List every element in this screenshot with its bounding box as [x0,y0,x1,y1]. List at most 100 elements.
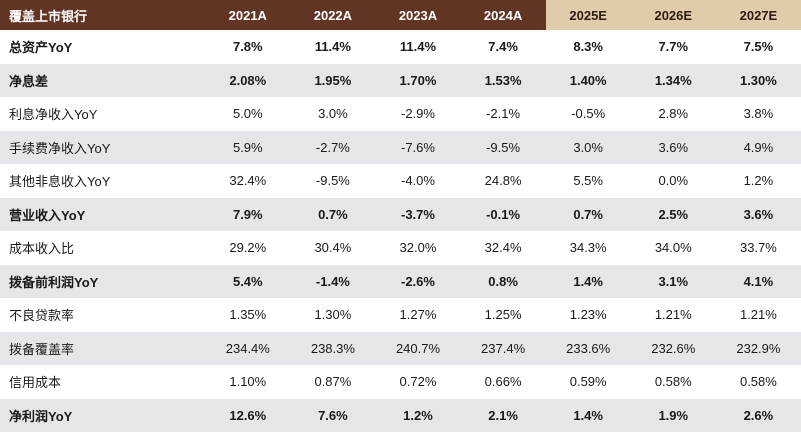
table-row: 成本收入比 29.2% 30.4% 32.0% 32.4% 34.3% 34.0% 33.7% [0,231,801,265]
cell-value: 1.34% [654,72,692,88]
row-label: 营业收入YoY [9,207,86,223]
cell-value: 1.10% [229,374,267,390]
table-row: 信用成本 1.10% 0.87% 0.72% 0.66% 0.59% 0.58% 0.58% [0,365,801,399]
cell-value: 11.4% [399,39,437,55]
cell-value: 4.9% [743,139,774,155]
cell-value: 34.3% [569,240,607,256]
column-header-2027E: 2027E [715,0,801,30]
row-label: 净利润YoY [9,408,73,424]
cell-value: 5.0% [232,106,263,122]
cell-value: 0.58% [654,374,692,390]
cell-value: 7.6% [318,407,348,423]
cell-value: -3.7% [401,206,435,222]
cell-value: 1.35% [229,307,267,323]
cell-value: 0.0% [658,173,689,189]
cell-value: 0.8% [488,273,518,289]
cell-value: 33.7% [739,240,777,256]
table-row: 手续费净收入YoY 5.9% -2.7% -7.6% -9.5% 3.0% 3.6% 4.9% [0,130,801,164]
cell-value: 0.66% [484,374,522,390]
table-row: 营业收入YoY 7.9% 0.7% -3.7% -0.1% 0.7% 2.5% 3.6% [0,197,801,231]
cell-value: 0.58% [739,374,777,390]
table-row: 总资产YoY 7.8% 11.4% 11.4% 7.4% 8.3% 7.7% 7.5% [0,30,801,64]
column-header-2025E: 2025E [545,0,631,30]
cell-value: 1.30% [739,72,777,88]
table-header-row: 覆盖上市银行 2021A 2022A 2023A 2024A 2025E 2026E 202… [0,0,801,30]
row-label: 信用成本 [9,375,62,391]
cell-value: -9.5% [315,173,350,189]
cell-value: 1.95% [314,72,352,88]
cell-value: 32.0% [399,240,437,256]
cell-value: 3.0% [573,139,603,155]
cell-value: 7.8% [232,39,263,55]
cell-value: -4.0% [401,173,435,189]
cell-value: 1.23% [569,307,607,323]
cell-value: 32.4% [484,240,522,256]
cell-value: 5.5% [573,173,603,189]
column-header-2024A: 2024A [460,0,546,30]
cell-value: 0.87% [314,374,352,390]
cell-value: 1.30% [314,307,352,323]
cell-value: 1.27% [399,307,437,323]
cell-value: -9.5% [486,139,521,155]
cell-value: 0.72% [399,374,437,390]
cell-value: 5.4% [232,273,263,289]
cell-value: -2.6% [401,273,435,289]
cell-value: -2.7% [315,139,350,155]
cell-value: 1.40% [569,72,607,88]
table-body: 总资产YoY 7.8% 11.4% 11.4% 7.4% 8.3% 7.7% 7.5% 净息差 2… [0,30,801,432]
cell-value: 4.1% [743,273,774,289]
cell-value: 1.53% [484,72,522,88]
cell-value: 2.5% [658,206,689,222]
cell-value: 3.6% [743,206,774,222]
column-header-2026E: 2026E [630,0,716,30]
cell-value: 7.9% [232,206,263,222]
cell-value: -0.1% [486,206,521,222]
cell-value: 234.4% [225,340,270,356]
row-label: 拨备覆盖率 [9,341,75,357]
cell-value: 232.9% [736,340,781,356]
table-row: 其他非息收入YoY 32.4% -9.5% -4.0% 24.8% 5.5% 0.0% 1.2… [0,164,801,198]
column-header-2023A: 2023A [375,0,461,30]
row-label: 拨备前利润YoY [9,274,99,290]
cell-value: 3.0% [318,106,348,122]
table-row: 利息净收入YoY 5.0% 3.0% -2.9% -2.1% -0.5% 2.8% 3.8% [0,97,801,131]
row-label: 其他非息收入YoY [9,174,111,190]
cell-value: -2.1% [486,106,521,122]
cell-value: 1.4% [573,273,603,289]
cell-value: 1.21% [654,307,692,323]
cell-value: -1.4% [315,273,350,289]
cell-value: 3.6% [658,139,689,155]
row-label: 利息净收入YoY [9,107,98,123]
cell-value: 1.2% [403,407,433,423]
cell-value: 3.1% [658,273,689,289]
column-header-2022A: 2022A [290,0,376,30]
cell-value: 240.7% [395,340,441,356]
cell-value: -2.9% [401,106,435,122]
cell-value: 1.9% [658,407,689,423]
cell-value: 7.7% [658,39,689,55]
table-row: 拨备覆盖率 234.4% 238.3% 240.7% 237.4% 233.6% 232.6… [0,331,801,365]
cell-value: 11.4% [314,39,351,55]
cell-value: 5.9% [232,139,263,155]
cell-value: 24.8% [484,173,522,189]
table-row: 净息差 2.08% 1.95% 1.70% 1.53% 1.40% 1.34% 1.30% [0,63,801,97]
column-header-2021A: 2021A [205,0,291,30]
cell-value: 3.8% [743,106,774,122]
cell-value: 2.1% [488,407,518,423]
cell-value: 34.0% [654,240,692,256]
row-label: 不良贷款率 [9,308,75,324]
cell-value: -0.5% [571,106,606,122]
cell-value: 0.59% [569,374,607,390]
cell-value: 0.7% [318,206,348,222]
cell-value: 32.4% [229,173,267,189]
cell-value: 1.4% [573,407,603,423]
cell-value: 7.4% [488,39,518,55]
cell-value: 12.6% [229,407,267,423]
cell-value: 29.2% [229,240,267,256]
cell-value: 1.70% [399,72,437,88]
table-row: 不良贷款率 1.35% 1.30% 1.27% 1.25% 1.23% 1.21% 1.21% [0,298,801,332]
row-label: 成本收入比 [9,241,75,257]
cell-value: 8.3% [573,39,603,55]
row-label: 净息差 [9,73,49,89]
